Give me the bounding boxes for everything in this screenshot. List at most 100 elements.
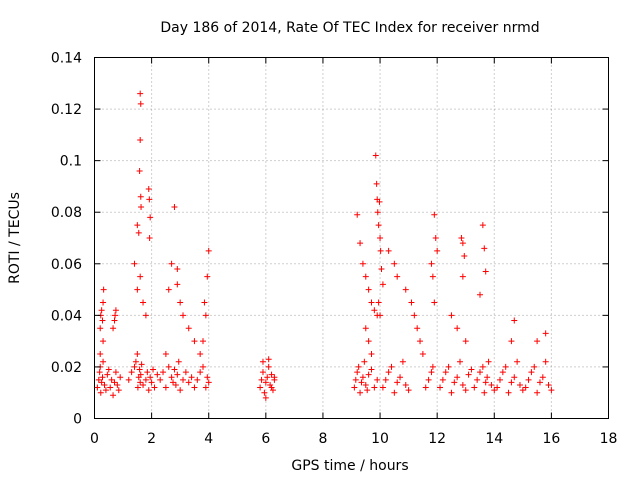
data-point (514, 358, 521, 365)
data-point (137, 379, 144, 386)
data-point (402, 286, 409, 293)
data-point (357, 389, 364, 396)
data-point (177, 299, 184, 306)
data-point (454, 374, 461, 381)
data-point (354, 211, 361, 218)
data-point (259, 358, 266, 365)
data-point (548, 387, 555, 394)
data-point (391, 260, 398, 267)
data-point (477, 291, 483, 298)
y-tick-label: 0.02 (51, 360, 82, 376)
data-point (499, 369, 506, 376)
data-point (162, 351, 169, 358)
data-point (496, 376, 503, 383)
data-point (165, 286, 172, 293)
data-point (459, 273, 466, 280)
data-point (468, 366, 475, 373)
data-point (482, 268, 489, 275)
data-point (377, 312, 384, 319)
data-point (402, 381, 409, 388)
data-point (262, 379, 269, 386)
data-point (362, 381, 369, 388)
data-point (108, 376, 115, 383)
data-point (168, 260, 175, 267)
data-point (511, 317, 518, 324)
data-point (481, 389, 488, 396)
data-point (431, 211, 438, 218)
data-point (375, 299, 382, 306)
data-point (539, 374, 546, 381)
data-point (379, 281, 386, 288)
data-point (137, 100, 144, 107)
data-point (112, 369, 119, 376)
data-point (197, 369, 204, 376)
data-point (432, 235, 439, 241)
data-point (145, 186, 152, 193)
data-point (267, 381, 274, 388)
y-axis-label: ROTI / TECUs (7, 192, 23, 284)
data-point (373, 180, 380, 187)
data-point (137, 371, 144, 378)
data-point (362, 325, 369, 332)
data-point (485, 358, 492, 365)
data-point (437, 384, 444, 391)
data-point (429, 363, 436, 370)
data-point (112, 312, 119, 319)
data-point (94, 384, 101, 391)
data-point (484, 374, 491, 381)
x-tick-label: 16 (542, 431, 560, 447)
data-point (142, 312, 149, 319)
data-point (99, 317, 106, 324)
data-point (458, 235, 465, 241)
data-point (265, 363, 272, 370)
data-point (110, 325, 117, 332)
data-point (100, 358, 107, 365)
data-point (522, 384, 529, 391)
data-point (151, 384, 158, 391)
data-point (95, 376, 102, 383)
data-point (128, 369, 135, 376)
data-point (516, 381, 523, 388)
data-point (414, 325, 421, 332)
data-point (268, 384, 275, 391)
data-point (137, 90, 144, 97)
data-point (534, 338, 541, 345)
data-point (100, 338, 107, 345)
data-point (265, 356, 272, 363)
data-point (365, 286, 372, 293)
data-point (157, 376, 164, 383)
data-point (200, 338, 207, 345)
data-point (261, 389, 268, 396)
data-point (545, 381, 552, 388)
plot-frame (94, 57, 609, 419)
data-point (482, 379, 489, 386)
data-point (405, 387, 412, 394)
data-point (134, 286, 141, 293)
data-point (171, 366, 178, 373)
data-point (377, 247, 384, 254)
data-point (96, 369, 103, 376)
data-point (481, 245, 488, 252)
data-point (368, 299, 375, 306)
data-point (182, 369, 189, 376)
data-point (188, 374, 195, 381)
data-point (140, 381, 147, 388)
x-tick-label: 2 (147, 431, 156, 447)
data-point (131, 363, 138, 370)
y-tick-label: 0 (73, 412, 82, 428)
data-point (175, 358, 182, 365)
data-point (359, 374, 366, 381)
data-point (162, 384, 169, 391)
x-tick-label: 4 (204, 431, 213, 447)
x-tick-label: 8 (318, 431, 327, 447)
data-point (375, 222, 382, 229)
data-point (451, 379, 458, 386)
data-point (358, 379, 365, 386)
data-point (508, 338, 515, 345)
data-point (454, 325, 461, 332)
data-point (365, 371, 372, 378)
data-point (257, 384, 264, 391)
data-point (105, 366, 112, 373)
data-point (494, 384, 501, 391)
